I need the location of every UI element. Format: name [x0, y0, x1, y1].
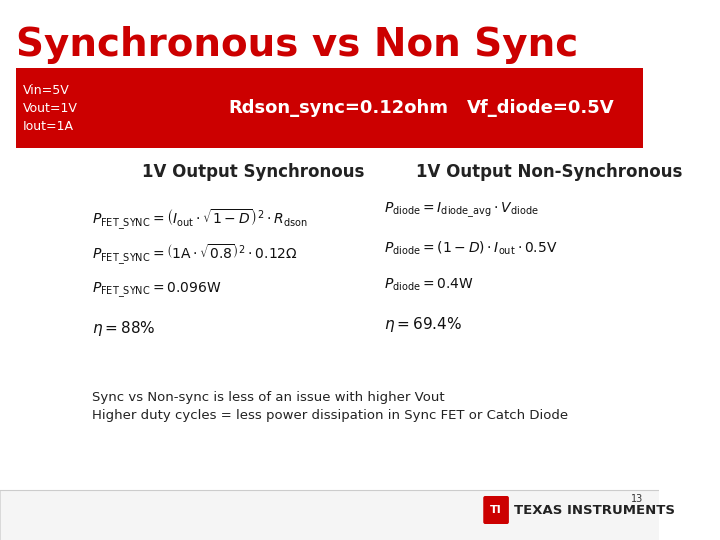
- Text: Synchronous vs Non Sync: Synchronous vs Non Sync: [17, 26, 579, 64]
- FancyBboxPatch shape: [0, 490, 659, 540]
- Text: $P_{\mathrm{diode}} = 0.4\mathrm{W}$: $P_{\mathrm{diode}} = 0.4\mathrm{W}$: [384, 277, 474, 293]
- Text: $P_{\mathrm{FET\_SYNC}} = 0.096\mathrm{W}$: $P_{\mathrm{FET\_SYNC}} = 0.096\mathrm{W…: [91, 280, 221, 300]
- Text: $\eta = 88\%$: $\eta = 88\%$: [91, 319, 155, 338]
- Text: TI: TI: [490, 505, 502, 515]
- Text: Sync vs Non-sync is less of an issue with higher Vout: Sync vs Non-sync is less of an issue wit…: [91, 392, 444, 404]
- Text: Rdson_sync=0.12ohm: Rdson_sync=0.12ohm: [229, 99, 449, 117]
- Text: Higher duty cycles = less power dissipation in Sync FET or Catch Diode: Higher duty cycles = less power dissipat…: [91, 408, 567, 422]
- Text: $P_{\mathrm{diode}} = \left(1-D\right)\cdot I_{\mathrm{out}}\cdot 0.5\mathrm{V}$: $P_{\mathrm{diode}} = \left(1-D\right)\c…: [384, 239, 558, 256]
- Text: $P_{\mathrm{FET\_SYNC}} = \left(I_{\mathrm{out}}\cdot\sqrt{1-D}\right)^2\cdot R_: $P_{\mathrm{FET\_SYNC}} = \left(I_{\math…: [91, 208, 307, 232]
- Text: TEXAS INSTRUMENTS: TEXAS INSTRUMENTS: [514, 503, 675, 516]
- FancyBboxPatch shape: [17, 68, 642, 148]
- Text: $P_{\mathrm{FET\_SYNC}} = \left(1\mathrm{A}\cdot\sqrt{0.8}\right)^2\cdot 0.12\Om: $P_{\mathrm{FET\_SYNC}} = \left(1\mathrm…: [91, 243, 297, 267]
- Text: 1V Output Synchronous: 1V Output Synchronous: [142, 163, 364, 181]
- Text: Vin=5V
Vout=1V
Iout=1A: Vin=5V Vout=1V Iout=1A: [23, 84, 78, 132]
- FancyBboxPatch shape: [483, 496, 509, 524]
- Text: $P_{\mathrm{diode}} = I_{\mathrm{diode\_avg}}\cdot V_{\mathrm{diode}}$: $P_{\mathrm{diode}} = I_{\mathrm{diode\_…: [384, 200, 539, 220]
- Text: Vf_diode=0.5V: Vf_diode=0.5V: [467, 99, 614, 117]
- Text: 1V Output Non-Synchronous: 1V Output Non-Synchronous: [416, 163, 683, 181]
- Text: $\eta = 69.4\%$: $\eta = 69.4\%$: [384, 315, 462, 334]
- Text: 13: 13: [631, 494, 644, 504]
